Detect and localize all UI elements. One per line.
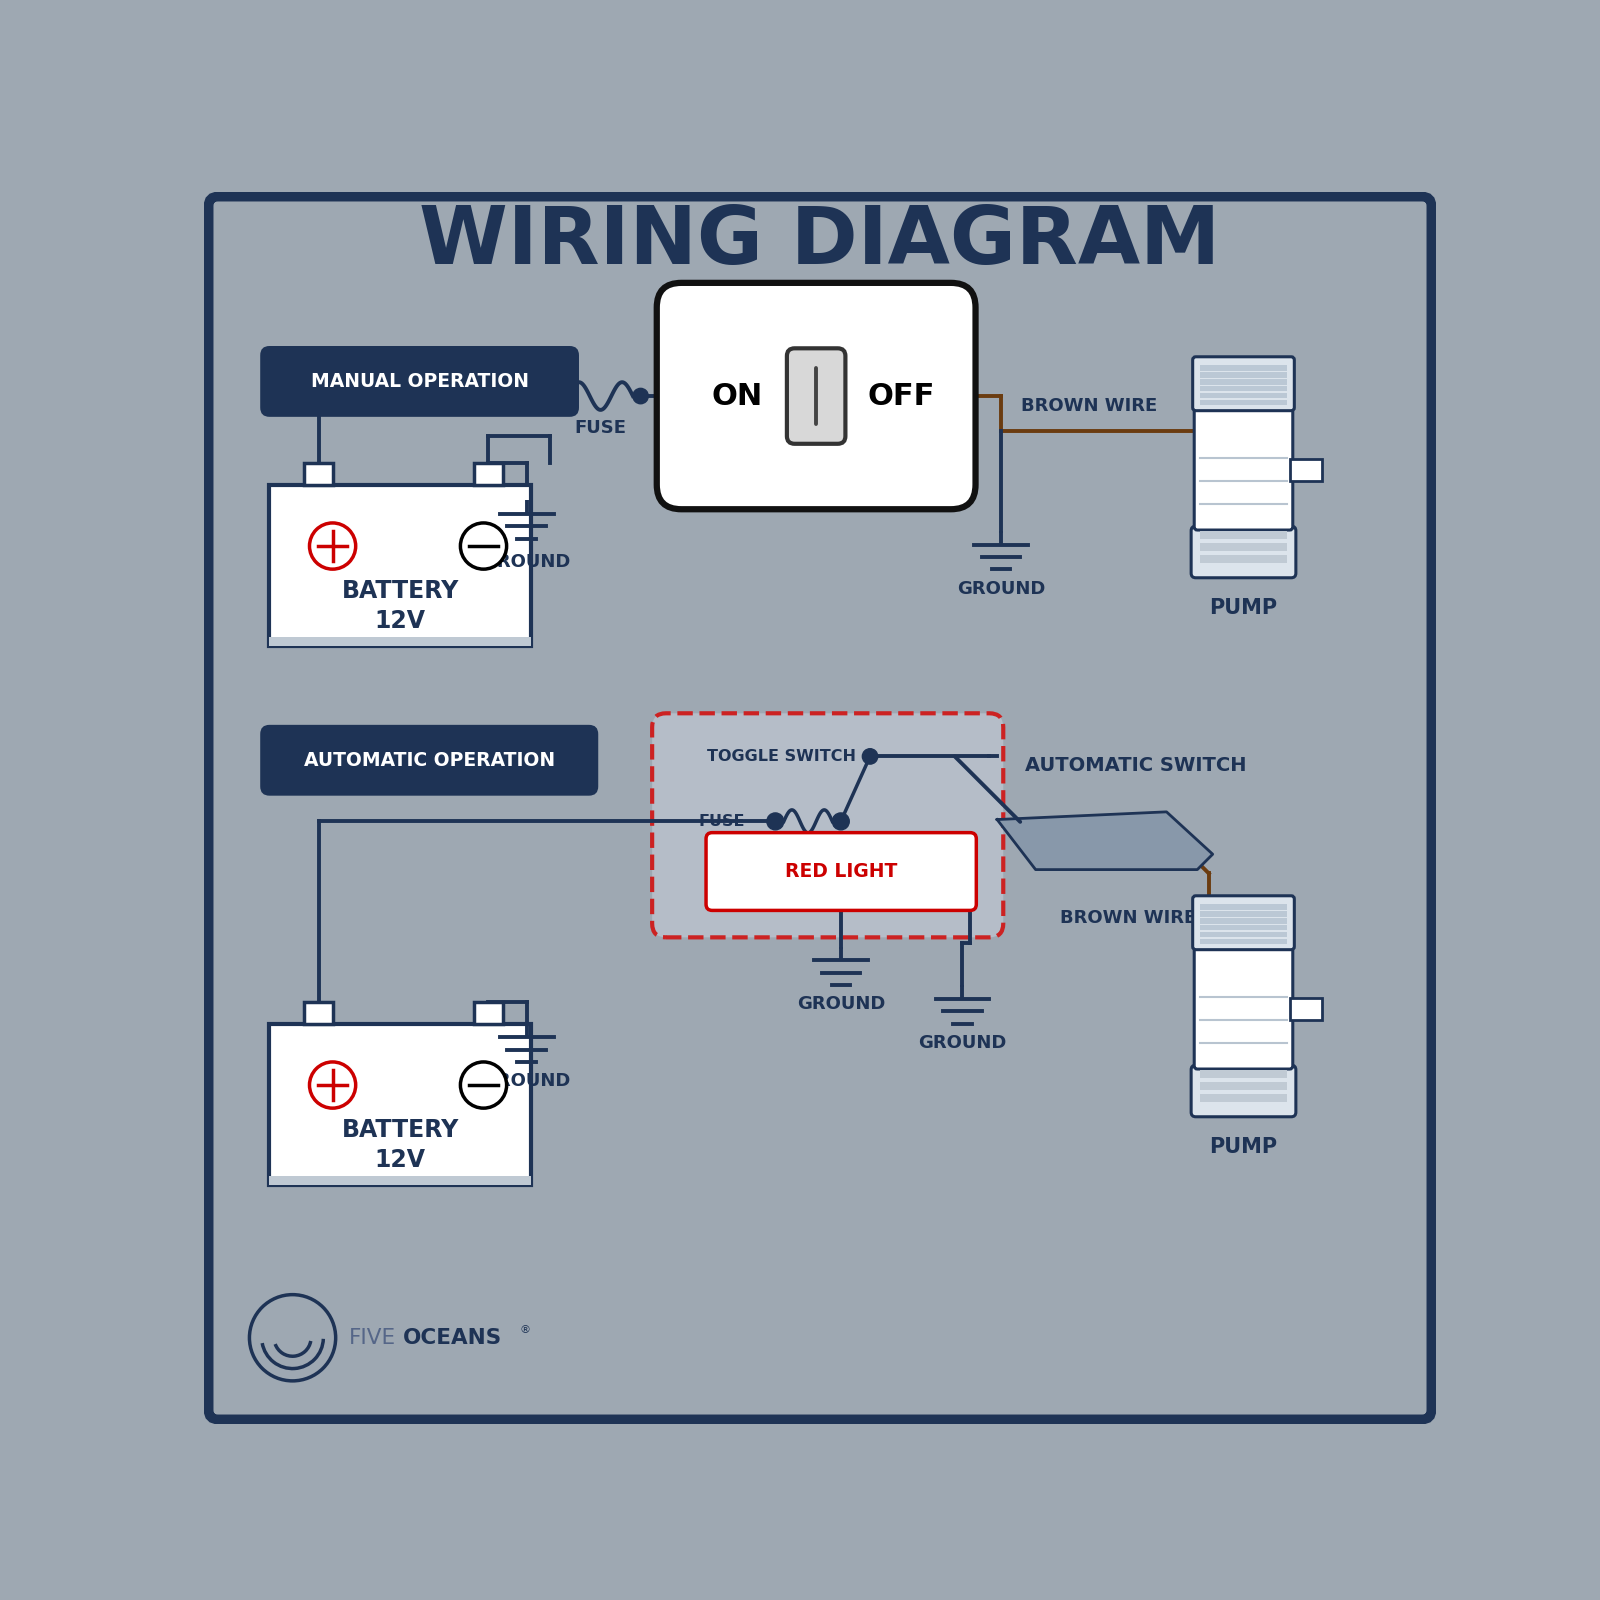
Circle shape (634, 389, 648, 403)
Text: MANUAL OPERATION: MANUAL OPERATION (310, 371, 528, 390)
FancyBboxPatch shape (261, 346, 579, 418)
Text: TOGGLE SWITCH: TOGGLE SWITCH (707, 749, 856, 763)
Text: BATTERY
12V: BATTERY 12V (342, 579, 459, 632)
Circle shape (554, 389, 568, 403)
Text: OCEANS: OCEANS (403, 1328, 502, 1347)
Bar (269, 637, 531, 646)
Bar (1200, 931, 1288, 938)
Bar (1200, 1094, 1286, 1102)
Circle shape (832, 813, 850, 830)
FancyBboxPatch shape (1190, 526, 1296, 578)
Bar (1200, 373, 1288, 378)
FancyBboxPatch shape (269, 1024, 531, 1186)
Bar (1200, 394, 1288, 398)
Bar (1200, 918, 1288, 923)
Text: BROWN WIRE: BROWN WIRE (1059, 909, 1197, 926)
FancyBboxPatch shape (1290, 459, 1322, 480)
FancyBboxPatch shape (1192, 357, 1294, 411)
Bar (1200, 555, 1286, 563)
Text: PUMP: PUMP (1210, 1136, 1277, 1157)
Bar (1200, 400, 1288, 405)
Text: GROUND: GROUND (957, 579, 1045, 597)
Bar (1200, 904, 1288, 910)
Text: ON: ON (712, 381, 763, 411)
FancyBboxPatch shape (653, 714, 1003, 938)
Bar (1200, 1082, 1286, 1090)
Text: GROUND: GROUND (483, 1072, 571, 1090)
Circle shape (309, 1062, 355, 1109)
FancyBboxPatch shape (1194, 944, 1293, 1069)
Ellipse shape (240, 155, 1014, 1075)
Ellipse shape (818, 694, 1438, 1461)
Polygon shape (997, 811, 1213, 870)
FancyBboxPatch shape (1190, 1066, 1296, 1117)
Circle shape (862, 749, 878, 765)
Text: FIVE: FIVE (349, 1328, 395, 1347)
Text: GROUND: GROUND (797, 995, 885, 1013)
Text: BATTERY
12V: BATTERY 12V (342, 1118, 459, 1171)
Bar (1200, 939, 1288, 944)
Circle shape (309, 523, 355, 570)
FancyBboxPatch shape (656, 283, 976, 509)
FancyBboxPatch shape (1192, 896, 1294, 950)
Bar (1200, 542, 1286, 550)
Text: WIRING DIAGRAM: WIRING DIAGRAM (419, 203, 1221, 282)
FancyBboxPatch shape (1290, 998, 1322, 1019)
FancyBboxPatch shape (269, 485, 531, 646)
FancyBboxPatch shape (474, 1002, 502, 1024)
Bar (1200, 365, 1288, 371)
Bar (269, 1176, 531, 1186)
Text: AUTOMATIC OPERATION: AUTOMATIC OPERATION (304, 750, 555, 770)
Bar (1200, 925, 1288, 931)
Text: GROUND: GROUND (918, 1034, 1006, 1051)
Bar (1200, 379, 1288, 384)
FancyBboxPatch shape (304, 462, 333, 485)
FancyBboxPatch shape (208, 197, 1432, 1419)
FancyBboxPatch shape (1194, 405, 1293, 530)
Text: BROWN WIRE: BROWN WIRE (1021, 397, 1158, 414)
Text: OFF: OFF (867, 381, 934, 411)
Bar (1200, 531, 1286, 539)
Text: GROUND: GROUND (483, 552, 571, 571)
Circle shape (461, 523, 507, 570)
FancyBboxPatch shape (787, 349, 845, 443)
Bar (1200, 386, 1288, 392)
Circle shape (461, 1062, 507, 1109)
Text: FUSE: FUSE (574, 419, 627, 437)
Bar (1200, 1070, 1286, 1077)
Bar (1200, 910, 1288, 917)
FancyBboxPatch shape (304, 1002, 333, 1024)
Text: FUSE: FUSE (698, 814, 744, 829)
FancyBboxPatch shape (261, 725, 598, 795)
FancyBboxPatch shape (474, 462, 502, 485)
Circle shape (766, 813, 784, 830)
Text: RED LIGHT: RED LIGHT (786, 862, 898, 882)
FancyBboxPatch shape (706, 832, 976, 910)
Text: AUTOMATIC SWITCH: AUTOMATIC SWITCH (1026, 757, 1246, 774)
Text: PUMP: PUMP (1210, 598, 1277, 618)
Text: ®: ® (520, 1325, 531, 1334)
